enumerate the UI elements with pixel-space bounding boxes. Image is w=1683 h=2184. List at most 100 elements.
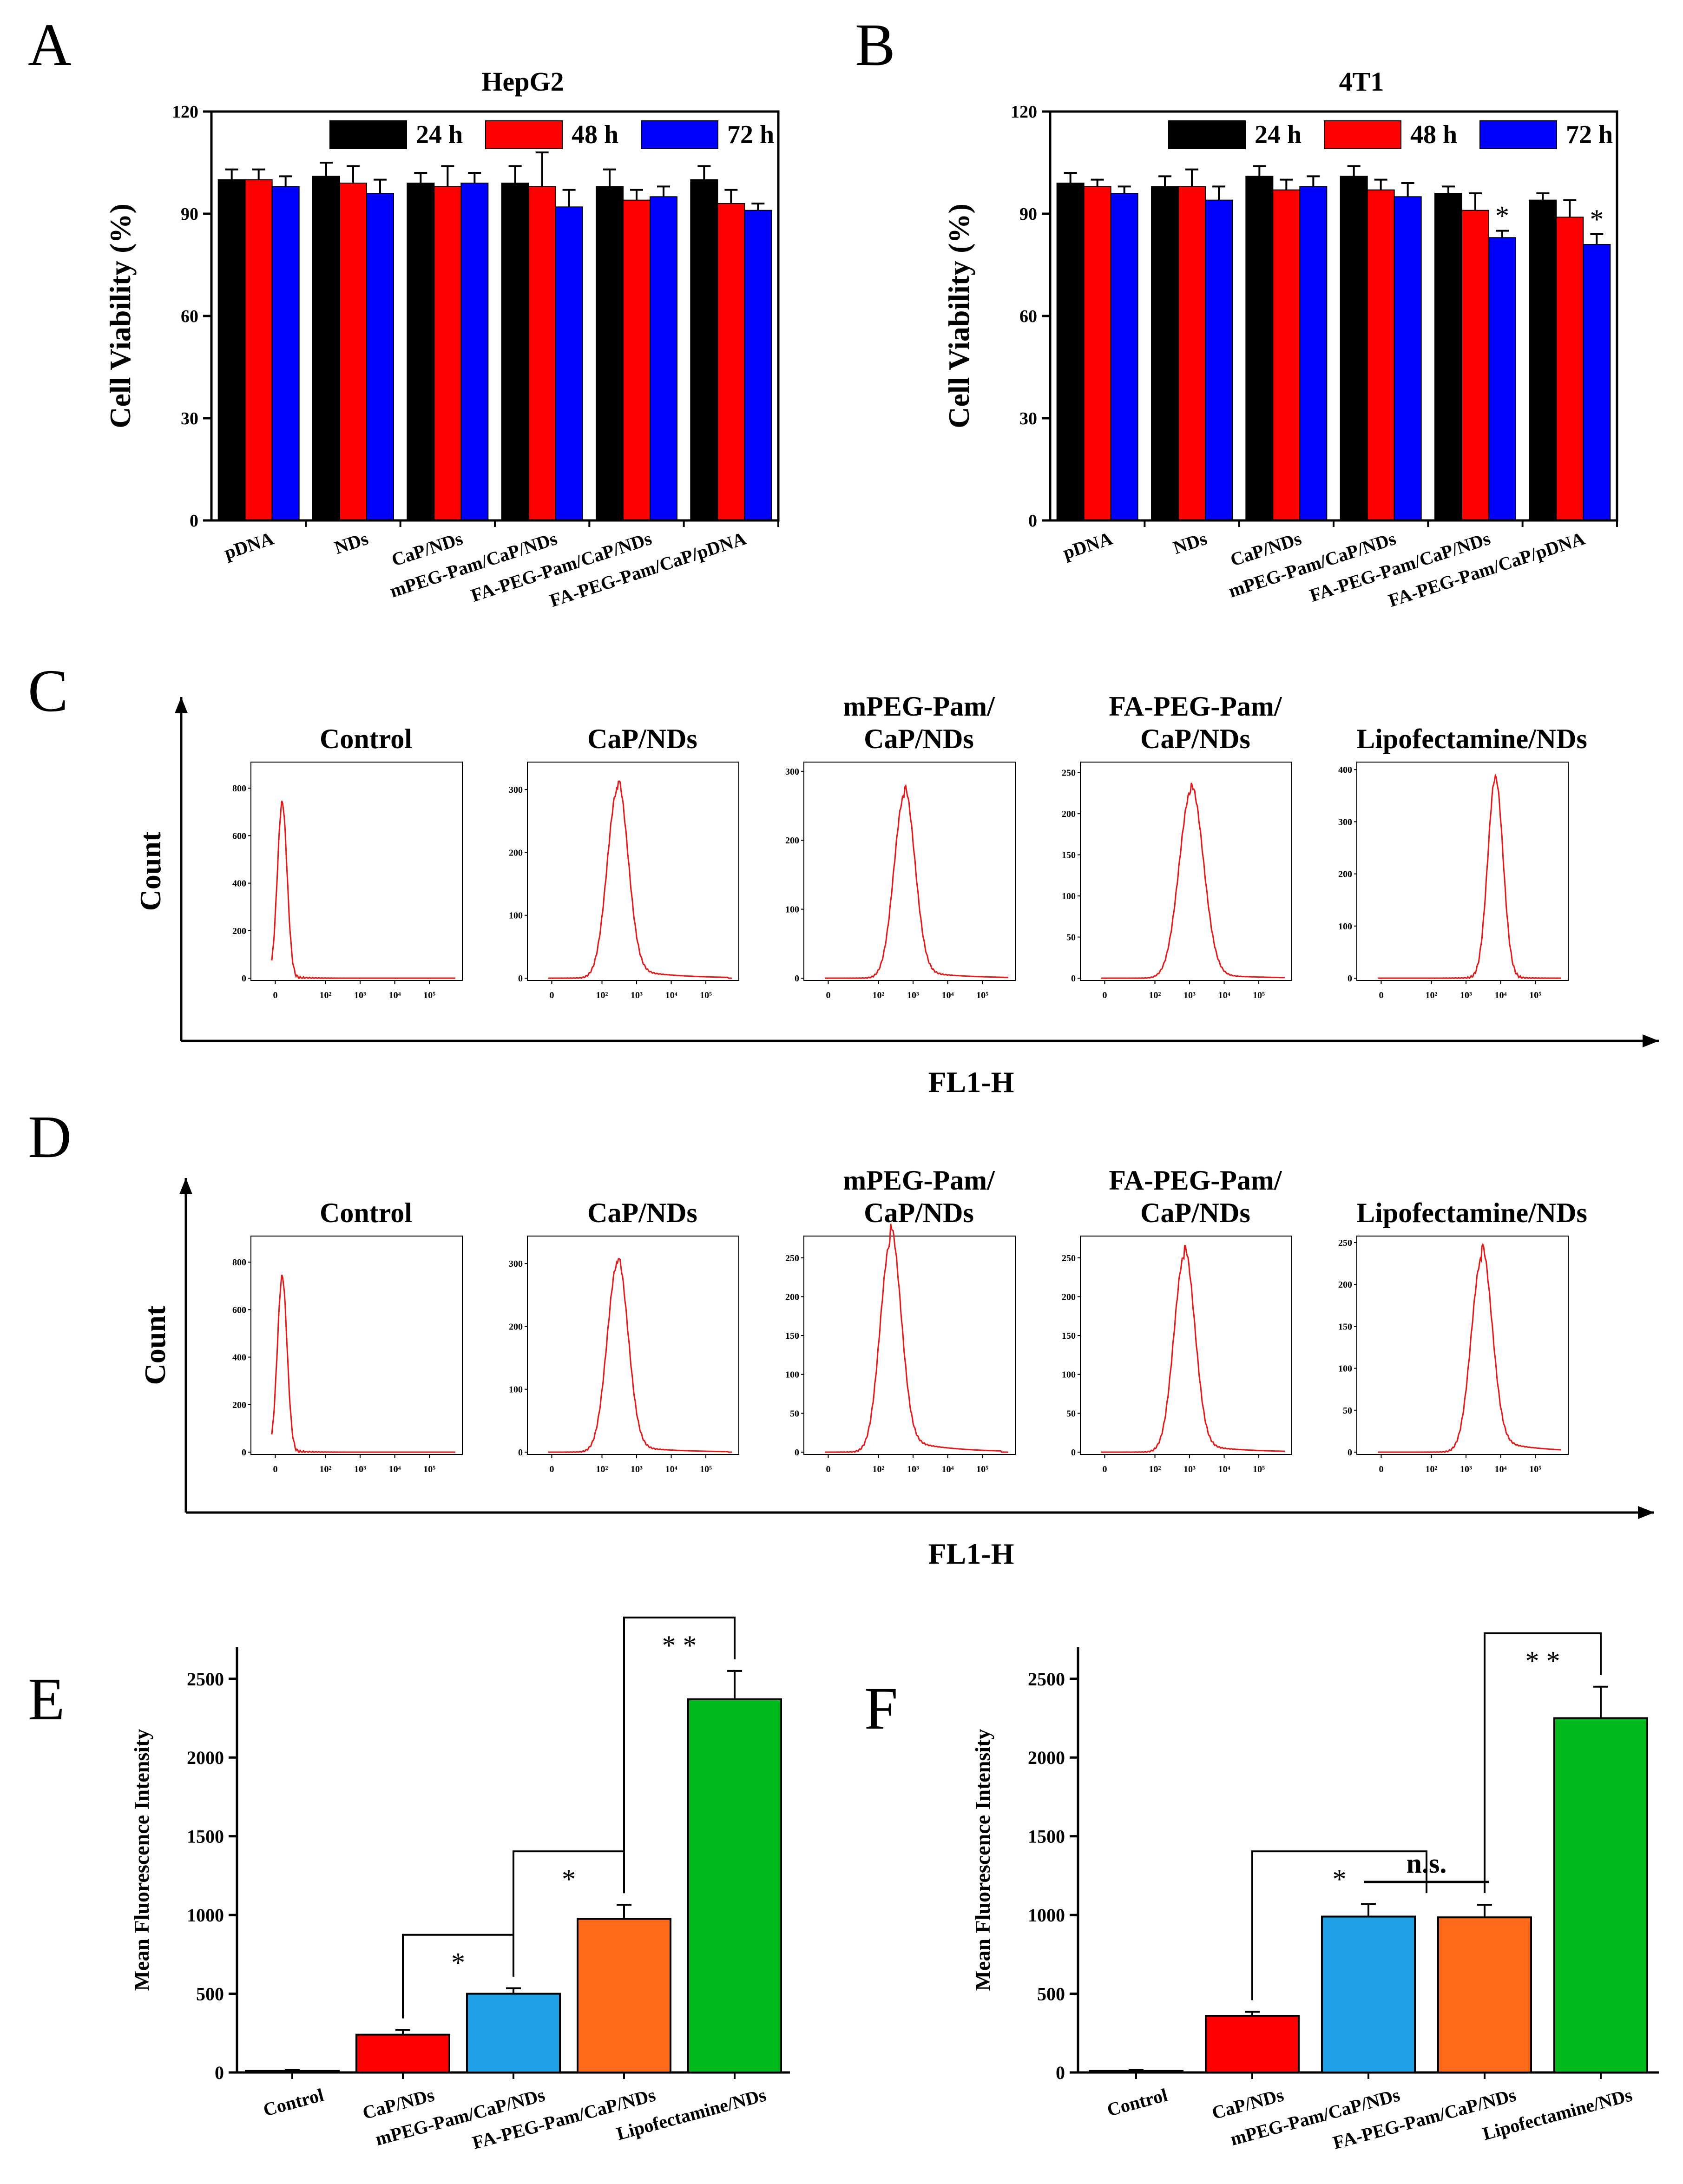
fl-tick-label: 10²	[596, 1464, 608, 1474]
count-tick-label: 0	[1071, 974, 1076, 984]
bar-72h-1	[1205, 199, 1233, 521]
count-tick-label: 250	[785, 1253, 799, 1263]
count-tick-label: 200	[1338, 869, 1352, 880]
fl-tick-label: 0	[549, 990, 554, 1000]
comparison-label: *	[1333, 1864, 1347, 1895]
y-axis-label: Cell Viability (%)	[942, 204, 975, 428]
legend-swatch-24h	[1168, 120, 1246, 149]
histogram-title: FA-PEG-Pam/	[1109, 1165, 1282, 1196]
bar-24h-5	[690, 179, 718, 521]
y-tick-label: 2500	[187, 1669, 224, 1690]
count-tick-label: 200	[1338, 1280, 1352, 1290]
fl-tick-label: 0	[273, 1464, 277, 1474]
count-tick-label: 200	[1062, 809, 1076, 819]
significance-mark: *	[1590, 204, 1604, 235]
histogram-frame	[1356, 1236, 1569, 1455]
fl-tick-label: 10³	[907, 1464, 919, 1474]
bar-3	[577, 1918, 671, 2074]
legend-swatch-72h	[641, 120, 718, 149]
bar-24h-1	[1151, 186, 1179, 521]
bar-24h-1	[312, 176, 340, 521]
fl-tick-label: 10³	[1183, 990, 1196, 1000]
comparison-bracket	[623, 1616, 736, 1894]
histogram-frame	[250, 1236, 463, 1455]
y-axis-label: Mean Fluorescence Intensity	[971, 1729, 994, 1991]
count-tick-label: 200	[785, 835, 799, 846]
fl-tick-label: 0	[1102, 990, 1107, 1000]
count-tick-label: 150	[1062, 850, 1076, 861]
chart-title: 4T1	[1339, 66, 1384, 97]
histogram-title: FA-PEG-Pam/	[1109, 691, 1282, 722]
fl-tick-label: 10⁵	[1253, 1464, 1265, 1474]
comparison-label: *	[451, 1947, 465, 1978]
histogram-4: Lipofectamine/NDs 0 100 200 300 400 0 10² 10³ 10⁴…	[1338, 724, 1587, 1000]
fl-tick-label: 10³	[1460, 990, 1472, 1000]
fl-tick-label: 10⁴	[665, 990, 677, 1000]
histogram-curve	[1101, 783, 1285, 979]
y-tick-label: 120	[1011, 102, 1037, 122]
comparison-bracket	[1484, 1632, 1602, 1894]
count-tick-label: 100	[509, 911, 523, 921]
y-tick-label: 1500	[1028, 1826, 1065, 1847]
count-tick-label: 0	[1071, 1447, 1076, 1458]
count-tick-label: 300	[785, 767, 799, 777]
fl1h-axis-label: FL1-H	[928, 1537, 1014, 1570]
legend-swatch-48h	[1324, 120, 1401, 149]
fl-tick-label: 10⁵	[1253, 990, 1265, 1000]
bar-72h-2	[1299, 186, 1328, 521]
y-tick-label: 60	[1019, 307, 1037, 326]
bar-48h-0	[1083, 186, 1111, 521]
y-tick-label: 30	[1019, 409, 1037, 428]
fl-tick-label: 10⁵	[1529, 990, 1541, 1000]
legend-swatch-24h	[329, 120, 407, 149]
fl-tick-label: 10²	[1149, 990, 1161, 1000]
bar-24h-0	[217, 179, 246, 521]
bar-24h-3	[501, 183, 529, 521]
count-tick-label: 300	[509, 1259, 523, 1269]
bar-72h-0	[1110, 193, 1138, 521]
fl-tick-label: 10⁵	[423, 990, 435, 1000]
count-tick-label: 100	[509, 1385, 523, 1395]
histogram-frame	[1080, 762, 1292, 981]
fl-tick-label: 10⁴	[1218, 990, 1230, 1000]
panel-c-flow-cytometry-hepg2: C Count FL1-H Control 0 200 400 600 800 0 10² 10³ 10…	[28, 658, 1659, 1099]
fl-tick-label: 0	[826, 990, 830, 1000]
fl-tick-label: 0	[273, 990, 277, 1000]
fl-tick-label: 10⁵	[976, 1464, 988, 1474]
histogram-curve	[271, 1274, 455, 1453]
histogram-frame	[527, 762, 739, 981]
y-tick-label: 500	[196, 1984, 224, 2005]
count-tick-label: 200	[232, 926, 246, 936]
histogram-frame	[250, 762, 463, 981]
plot-frame	[1049, 110, 1618, 522]
bar-4	[687, 1698, 782, 2073]
histogram-frame	[527, 1236, 739, 1455]
bar-48h-5	[717, 203, 745, 521]
count-tick-label: 250	[1062, 1253, 1076, 1263]
fl-tick-label: 10⁵	[700, 990, 712, 1000]
y-tick-label: 1500	[187, 1826, 224, 1847]
y-axis-label: Cell Viability (%)	[104, 204, 137, 428]
y-tick-label: 0	[1056, 2062, 1065, 2083]
count-tick-label: 50	[1066, 1408, 1076, 1419]
significance-mark: *	[1495, 201, 1509, 231]
count-tick-label: 0	[1348, 1447, 1352, 1458]
count-tick-label: 0	[518, 974, 523, 984]
comparison-label: * *	[662, 1630, 697, 1661]
fl-tick-label: 10³	[354, 990, 366, 1000]
count-tick-label: 0	[1348, 974, 1352, 984]
bar-24h-3	[1340, 176, 1368, 521]
bar-72h-2	[460, 183, 489, 521]
histogram-title: Lipofectamine/NDs	[1356, 1197, 1587, 1228]
count-tick-label: 0	[795, 1447, 799, 1458]
panel-letter-d: D	[28, 1104, 72, 1171]
y-tick-label: 0	[190, 511, 198, 531]
comparison-bracket	[1251, 1850, 1427, 2000]
histogram-curve	[548, 780, 732, 979]
bar-24h-5	[1529, 199, 1557, 521]
fl-tick-label: 10²	[320, 990, 332, 1000]
bar-48h-4	[1461, 210, 1489, 521]
histogram-title: CaP/NDs	[1140, 724, 1250, 754]
fl-tick-label: 10⁵	[1529, 1464, 1541, 1474]
panel-d-flow-cytometry-4t1: D Count FL1-H Control 0 200 400 600 800 0 10² 10³ 10…	[28, 1104, 1654, 1570]
